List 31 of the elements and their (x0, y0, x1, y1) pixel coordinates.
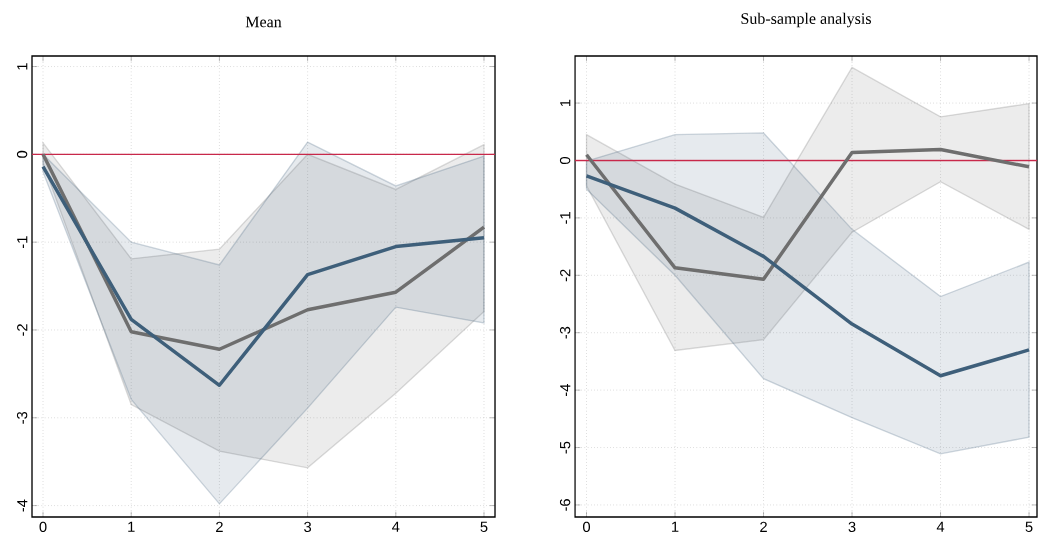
x-tick-label: 4 (392, 521, 400, 532)
x-tick-label: 0 (39, 521, 47, 533)
y-tick-label: 0 (559, 156, 571, 164)
y-tick-label: -2 (560, 269, 571, 282)
y-tick-label: -4 (560, 384, 571, 396)
x-tick-label: 0 (583, 521, 591, 533)
y-tick-label: -4 (17, 499, 28, 512)
y-tick-label: -6 (559, 499, 571, 511)
line-series (584, 174, 1031, 378)
x-tick-label: 2 (216, 521, 223, 532)
y-tick-label: -1 (17, 236, 28, 249)
y-tick-label: -2 (17, 324, 28, 336)
y-tick-label: -5 (560, 441, 571, 454)
x-tick-label: 5 (480, 521, 488, 532)
y-tick-label: -1 (560, 212, 571, 224)
y-tick-label: 0 (16, 150, 28, 158)
chart-title: Sub-sample analysis (741, 12, 871, 28)
chart-title: Mean (245, 16, 282, 28)
y-tick-label: 1 (17, 63, 28, 70)
line-series (41, 164, 486, 388)
x-tick-label: 3 (848, 521, 856, 533)
x-tick-label: 5 (1025, 521, 1033, 532)
line-series (584, 147, 1031, 282)
x-tick-label: 1 (672, 521, 679, 532)
y-tick-label: -3 (16, 411, 28, 424)
x-tick-label: 4 (936, 521, 945, 532)
y-tick-label: 1 (560, 99, 571, 107)
y-tick-label: -3 (559, 326, 571, 339)
x-tick-label: 2 (760, 521, 767, 532)
x-tick-label: 3 (304, 521, 312, 533)
x-tick-label: 1 (128, 521, 135, 532)
